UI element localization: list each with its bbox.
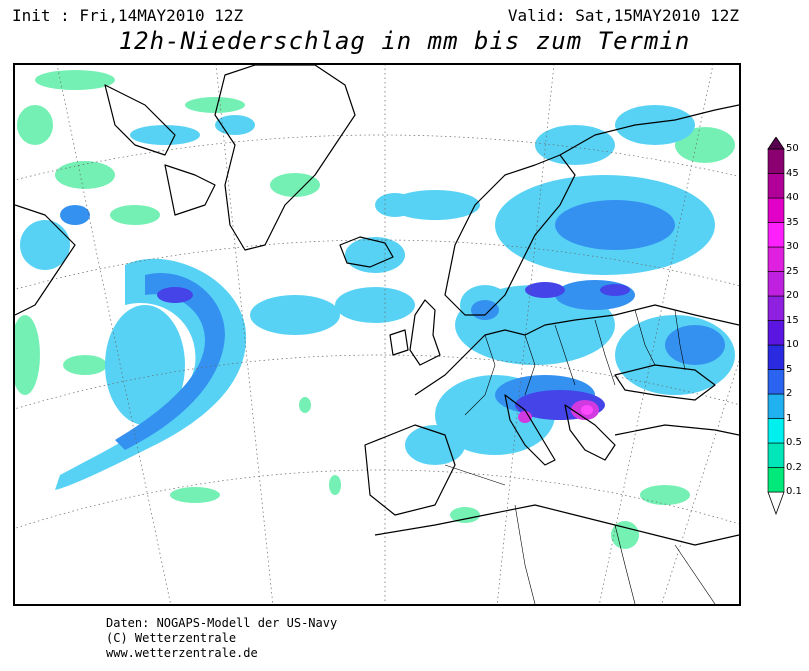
legend-label: 15 <box>786 314 799 326</box>
valid-time-label: Valid: Sat,15MAY2010 12Z <box>507 6 739 25</box>
legend-label: 10 <box>786 339 799 350</box>
legend-label: 50 <box>786 143 799 154</box>
legend-swatch <box>767 418 785 444</box>
legend-label: 5 <box>786 363 793 375</box>
legend-label: 40 <box>786 192 799 203</box>
legend-label: 1 <box>786 412 793 424</box>
init-time-label: Init : Fri,14MAY2010 12Z <box>12 6 244 25</box>
legend-swatch <box>767 369 785 395</box>
legend-label: 0.1 <box>786 486 802 497</box>
legend-label: 0.2 <box>786 461 802 473</box>
legend-swatch <box>767 197 785 223</box>
legend-swatch <box>767 148 785 174</box>
legend-label: 25 <box>786 265 799 277</box>
website-line: www.wetterzentrale.de <box>106 646 258 660</box>
legend-swatch-below-min <box>767 491 785 516</box>
footer-credits: Daten: NOGAPS-Modell der US-Navy (C) Wet… <box>106 616 337 661</box>
legend-label: 45 <box>786 167 799 179</box>
color-scale-legend: 0.1 0.2 0.5 1 2 5 10 15 20 25 30 35 40 45 50 <box>766 136 802 537</box>
legend-label: 0.5 <box>786 437 802 448</box>
legend-swatch <box>767 393 785 419</box>
legend-label: 35 <box>786 216 799 228</box>
legend-swatch <box>767 295 785 321</box>
data-source-line: Daten: NOGAPS-Modell der US-Navy <box>106 616 338 630</box>
coastlines <box>15 65 739 546</box>
precipitation-layer <box>15 70 735 549</box>
legend-swatch <box>767 467 785 493</box>
precipitation-map <box>13 63 741 606</box>
legend-swatch <box>767 320 785 346</box>
legend-swatch <box>767 246 785 272</box>
color-scale-bar <box>767 136 785 516</box>
legend-label: 30 <box>786 241 799 252</box>
legend-swatch <box>767 222 785 248</box>
country-borders <box>444 309 716 604</box>
legend-swatch-above-max <box>767 136 785 150</box>
legend-swatch <box>767 271 785 297</box>
graticule <box>15 65 739 604</box>
legend-label: 20 <box>786 290 799 301</box>
map-title: 12h-Niederschlag in mm bis zum Termin <box>118 27 691 55</box>
legend-swatch <box>767 442 785 468</box>
legend-swatch <box>767 173 785 199</box>
legend-label: 2 <box>786 388 793 399</box>
legend-swatch <box>767 344 785 370</box>
map-canvas <box>15 65 739 604</box>
copyright-line: (C) Wetterzentrale <box>106 631 237 645</box>
